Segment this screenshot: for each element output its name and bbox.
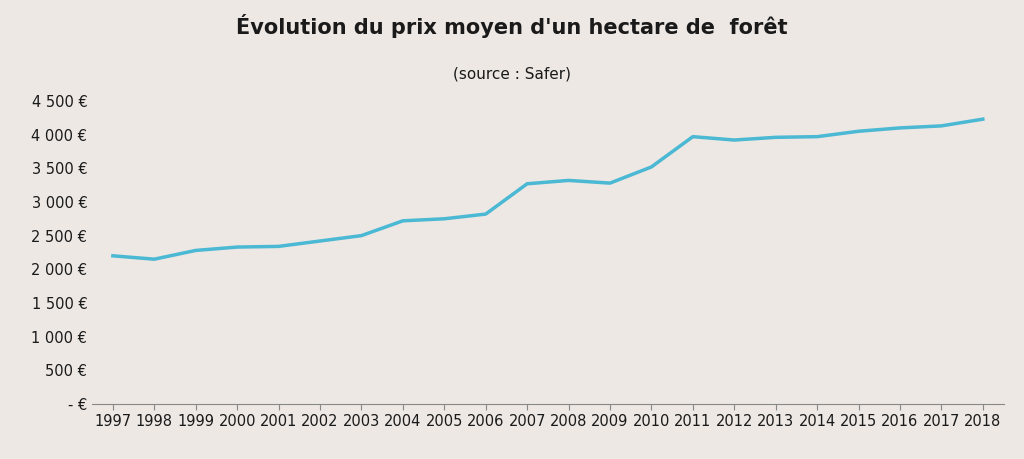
Text: (source : Safer): (source : Safer) [453,67,571,82]
Text: Évolution du prix moyen d'un hectare de  forêt: Évolution du prix moyen d'un hectare de … [237,14,787,38]
